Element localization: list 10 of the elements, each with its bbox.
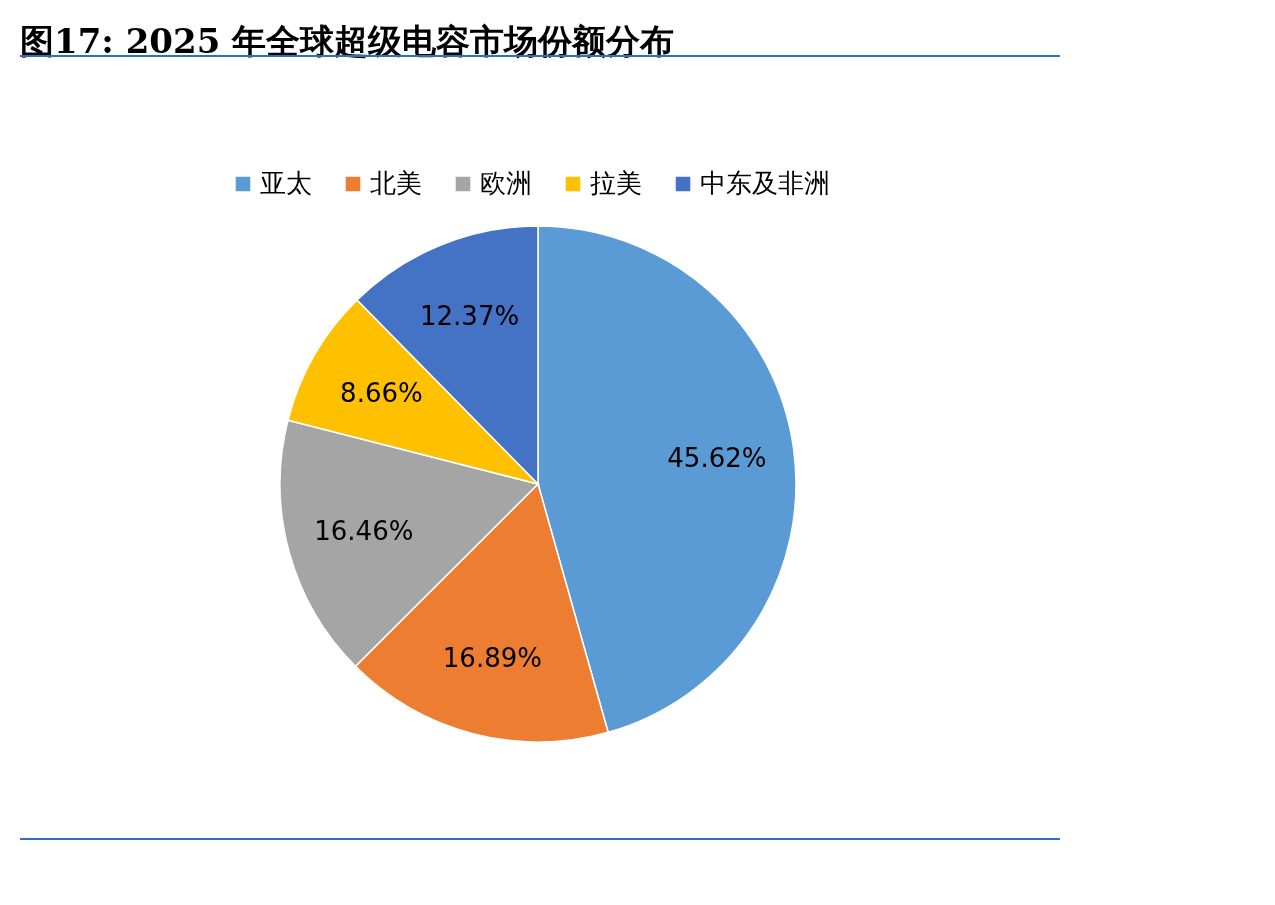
legend-label: 拉美 xyxy=(590,168,642,198)
legend-label: 亚太 xyxy=(260,168,312,198)
data-label: 16.89% xyxy=(442,642,542,673)
legend-label: 欧洲 xyxy=(480,168,532,198)
data-label: 12.37% xyxy=(420,300,520,331)
data-label: 8.66% xyxy=(340,378,423,409)
legend-label: 中东及非洲 xyxy=(700,168,830,198)
data-label: 45.62% xyxy=(667,443,767,474)
legend-label: 北美 xyxy=(370,168,422,198)
data-label: 16.46% xyxy=(314,515,414,546)
